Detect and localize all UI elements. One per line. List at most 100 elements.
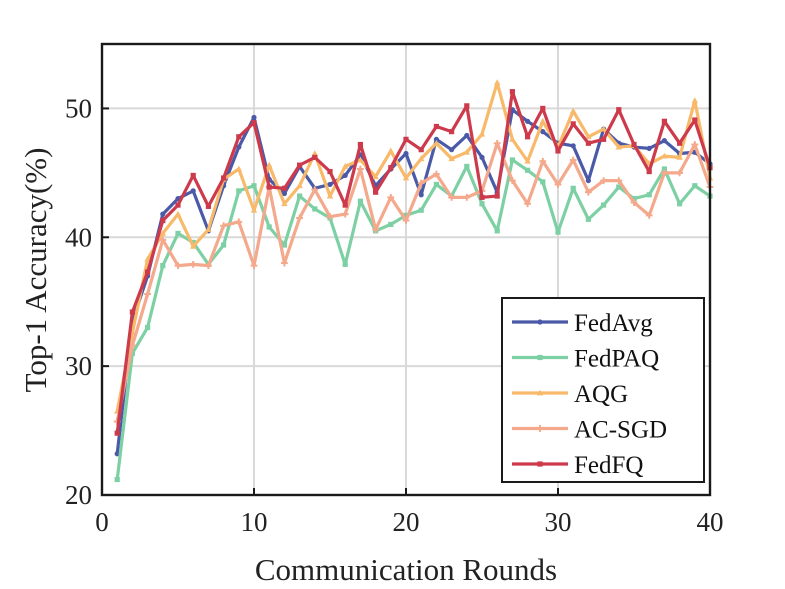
x-tick-label: 20: [393, 507, 420, 537]
data-point-ac-sgd: [341, 210, 349, 218]
data-point-fedfq: [281, 185, 287, 191]
data-point-aqg: [570, 107, 577, 114]
data-point-fedpaq: [661, 166, 667, 172]
data-point-ac-sgd: [281, 259, 288, 267]
data-point-fedpaq: [570, 185, 576, 191]
data-point-aqg: [463, 148, 470, 155]
data-point-ac-sgd: [159, 236, 167, 244]
legend-marker: [537, 354, 543, 361]
data-point-fedpaq: [585, 216, 591, 222]
data-point-fedpaq: [677, 201, 683, 207]
data-point-fedavg: [190, 188, 196, 194]
x-tick-label: 0: [95, 507, 109, 537]
data-point-fedfq: [297, 162, 303, 168]
data-point-fedfq: [555, 148, 561, 154]
x-tick-label: 30: [545, 507, 572, 537]
legend-marker: [536, 425, 544, 432]
legend-marker: [537, 319, 543, 325]
data-point-ac-sgd: [326, 213, 334, 221]
data-point-fedfq: [646, 168, 652, 175]
data-point-ac-sgd: [509, 177, 516, 184]
series-line-ac-sgd: [115, 141, 712, 424]
data-point-fedfq: [266, 184, 272, 190]
data-point-aqg: [296, 182, 303, 189]
data-point-fedfq: [357, 141, 363, 148]
data-point-fedavg: [661, 138, 668, 144]
data-point-fedpaq: [403, 212, 409, 218]
data-point-fedavg: [114, 451, 120, 457]
data-point-fedfq: [494, 193, 500, 199]
data-point-aqg: [235, 165, 242, 172]
data-point-ac-sgd: [448, 193, 455, 201]
data-point-ac-sgd: [569, 156, 577, 164]
series-lines: [113, 79, 714, 483]
data-point-aqg: [418, 155, 425, 162]
data-point-fedfq: [145, 269, 151, 275]
data-point-fedpaq: [190, 239, 196, 246]
data-point-fedfq: [403, 136, 409, 142]
data-point-ac-sgd: [661, 169, 668, 177]
data-point-ac-sgd: [539, 157, 547, 165]
data-point-aqg: [250, 206, 258, 213]
legend-item-fedfq: FedFQ: [512, 452, 643, 479]
data-point-fedfq: [160, 217, 166, 224]
data-point-ac-sgd: [463, 193, 471, 201]
data-point-aqg: [372, 173, 379, 180]
data-point-ac-sgd: [387, 193, 395, 201]
data-point-fedpaq: [692, 183, 698, 189]
data-point-fedfq: [388, 165, 394, 171]
data-point-fedavg: [433, 136, 439, 142]
data-point-fedfq: [373, 189, 379, 195]
data-point-ac-sgd: [676, 169, 683, 177]
data-point-ac-sgd: [554, 181, 562, 188]
data-point-ac-sgd: [311, 186, 319, 194]
data-point-fedavg: [403, 150, 409, 157]
data-point-fedpaq: [601, 202, 607, 208]
data-point-fedpaq: [525, 167, 531, 173]
data-point-ac-sgd: [585, 188, 592, 196]
legend-label: AQG: [574, 381, 628, 408]
legend-item-ac-sgd: AC-SGD: [512, 417, 667, 444]
data-point-ac-sgd: [250, 262, 258, 270]
data-point-aqg: [342, 163, 349, 169]
data-point-aqg: [691, 97, 698, 104]
data-point-ac-sgd: [372, 226, 379, 233]
data-point-fedavg: [464, 132, 470, 139]
data-point-ac-sgd: [645, 211, 653, 219]
data-point-ac-sgd: [493, 139, 501, 147]
data-point-fedpaq: [342, 261, 348, 267]
data-point-fedpaq: [221, 242, 227, 248]
data-point-aqg: [676, 153, 683, 160]
data-point-fedfq: [205, 203, 211, 209]
data-point-aqg: [205, 226, 212, 232]
data-point-fedfq: [312, 154, 318, 160]
data-point-fedfq: [464, 103, 470, 109]
data-point-fedpaq: [631, 196, 637, 202]
legend-marker: [537, 461, 543, 467]
data-point-fedpaq: [357, 198, 363, 204]
data-point-ac-sgd: [174, 262, 182, 270]
data-point-fedpaq: [555, 229, 561, 235]
data-point-fedfq: [433, 123, 439, 130]
legend-box: [501, 297, 705, 483]
legend-label: FedPAQ: [574, 346, 659, 373]
data-point-fedpaq: [236, 188, 242, 194]
data-point-aqg: [174, 210, 182, 217]
legend-item-aqg: AQG: [512, 381, 628, 408]
data-point-fedpaq: [479, 201, 485, 207]
data-point-fedfq: [601, 136, 607, 142]
data-point-aqg: [615, 143, 622, 150]
data-point-aqg: [509, 135, 516, 142]
data-point-aqg: [661, 152, 668, 159]
data-point-aqg: [494, 79, 501, 86]
data-point-fedavg: [540, 129, 546, 135]
data-point-aqg: [326, 192, 334, 199]
data-point-fedpaq: [388, 221, 394, 227]
data-point-fedfq: [509, 89, 515, 95]
series-fedfq: [114, 89, 713, 436]
data-point-fedpaq: [281, 242, 287, 248]
data-point-fedavg: [327, 181, 333, 188]
x-tick-label: 40: [697, 507, 724, 537]
data-point-ac-sgd: [615, 177, 623, 184]
